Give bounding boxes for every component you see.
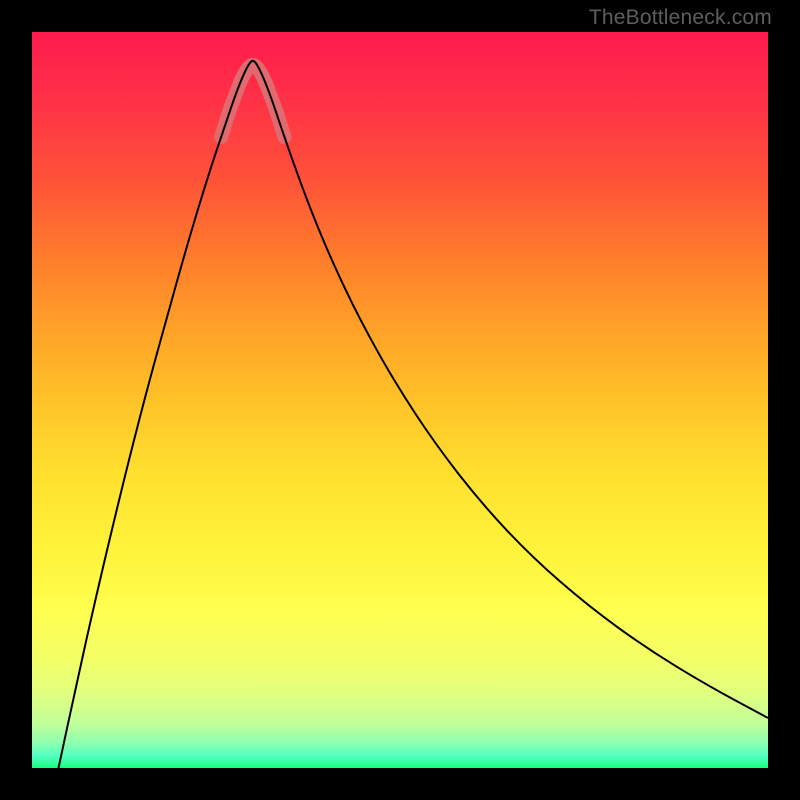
plot-area xyxy=(32,32,768,768)
watermark-text: TheBottleneck.com xyxy=(589,6,772,30)
chart-frame: TheBottleneck.com xyxy=(0,0,800,800)
main-curve-path xyxy=(59,61,769,768)
curve-layer xyxy=(32,32,768,768)
valley-marker-path xyxy=(221,65,284,137)
